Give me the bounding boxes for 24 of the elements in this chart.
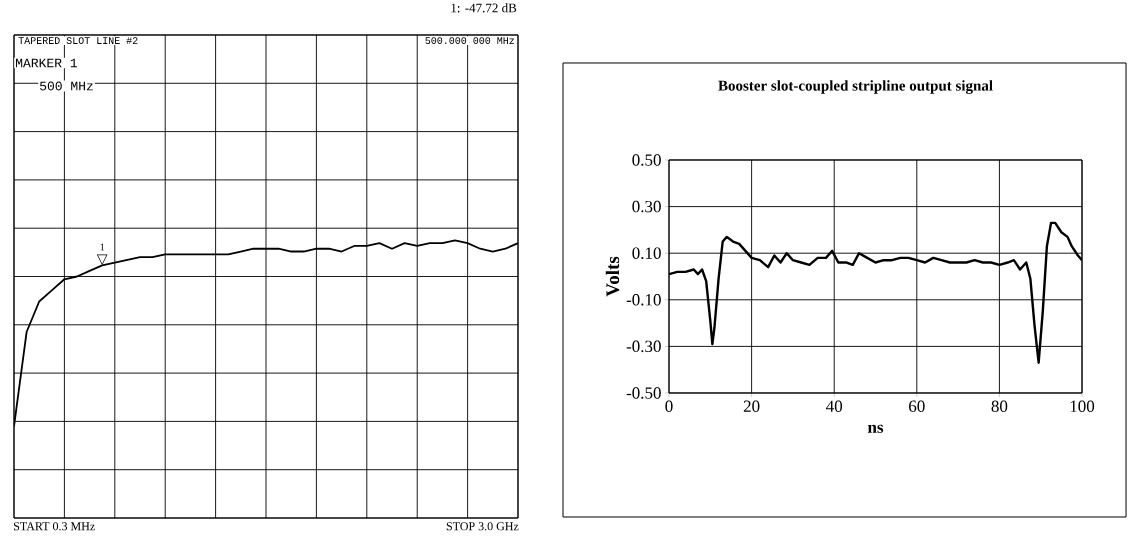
x-tick-label: 80 [991,400,1008,412]
x-tick-label: 100 [1070,400,1095,412]
x-tick-label: 40 [826,400,843,412]
y-tick-label: -0.50 [626,387,661,399]
text: 500.000 000 MHz [425,37,515,44]
text: 500 MHz [40,81,93,91]
y-tick-label: 0.30 [632,200,661,213]
annotation: ▽ [96,254,108,266]
text: START 0.3 MHz [14,522,95,531]
x-tick-label: 20 [743,400,760,412]
text: MARKER 1 [16,58,77,68]
x-axis-title: ns [867,424,884,434]
text: STOP 3.0 GHz [446,522,519,531]
chart-title: Booster slot-coupled stripline output signal [718,80,993,94]
y-tick-label: 0.10 [632,247,661,259]
text: TAPERED SLOT LINE #2 [18,37,138,44]
x-tick-label: 0 [665,400,673,412]
y-axis-title: Volts [605,256,620,297]
text: 1: -47.72 dB [451,3,517,13]
y-tick-label: -0.10 [626,294,661,306]
annotation: 1 [100,243,105,251]
x-tick-label: 60 [909,400,925,412]
y-tick-label: 0.50 [632,154,661,166]
y-tick-label: -0.30 [626,340,661,353]
